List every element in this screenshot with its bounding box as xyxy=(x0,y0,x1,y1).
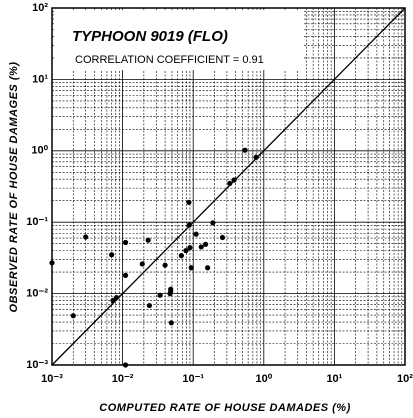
point xyxy=(168,286,174,292)
point xyxy=(122,272,129,278)
point xyxy=(70,313,76,319)
point xyxy=(83,234,89,240)
point xyxy=(242,147,248,153)
y-tick-label: 10² xyxy=(32,2,48,14)
title-box xyxy=(54,10,304,70)
point xyxy=(110,297,116,304)
x-tick-label: 10⁻¹ xyxy=(182,373,204,385)
x-tick-label: 10⁻² xyxy=(112,373,134,385)
point xyxy=(122,239,129,246)
x-tick-label: 10¹ xyxy=(326,373,342,385)
point xyxy=(178,253,184,259)
point xyxy=(203,241,209,247)
point xyxy=(193,231,199,237)
y-tick-label: 10¹ xyxy=(32,73,48,85)
point xyxy=(187,245,193,251)
plot-frame xyxy=(51,7,406,366)
point xyxy=(49,260,55,266)
point xyxy=(210,220,216,226)
point xyxy=(198,244,204,250)
x-axis-label: COMPUTED RATE OF HOUSE DAMADES (%) xyxy=(99,402,350,414)
point xyxy=(186,199,192,205)
chart-title: TYPHOON 9019 (FLO) xyxy=(72,28,228,45)
y-tick-label: 10⁻³ xyxy=(26,359,48,371)
point xyxy=(162,262,168,268)
point xyxy=(157,292,163,298)
y-tick-label: 10⁻² xyxy=(26,288,48,300)
point xyxy=(205,265,211,271)
point xyxy=(122,362,129,368)
x-tick-label: 10² xyxy=(397,373,413,385)
diagonal-line xyxy=(51,7,406,366)
point xyxy=(219,234,226,241)
x-tick-label: 10⁻³ xyxy=(41,373,63,385)
point xyxy=(188,265,194,271)
point xyxy=(183,248,189,254)
point xyxy=(145,237,151,243)
annotation: CORRELATION COEFFICIENT = 0.91 xyxy=(75,54,264,66)
y-axis-label: OBSERVED RATE OF HOUSE DAMAGES (%) xyxy=(8,62,20,313)
point xyxy=(231,177,237,183)
point xyxy=(168,320,174,326)
point xyxy=(253,154,259,160)
point xyxy=(227,180,233,186)
point xyxy=(113,294,120,301)
point xyxy=(109,252,115,258)
x-tick-label: 10⁰ xyxy=(255,373,272,385)
point xyxy=(139,261,145,267)
point xyxy=(186,222,192,228)
y-tick-label: 10⁰ xyxy=(31,145,48,157)
point xyxy=(146,302,153,309)
y-tick-label: 10⁻¹ xyxy=(26,216,48,228)
